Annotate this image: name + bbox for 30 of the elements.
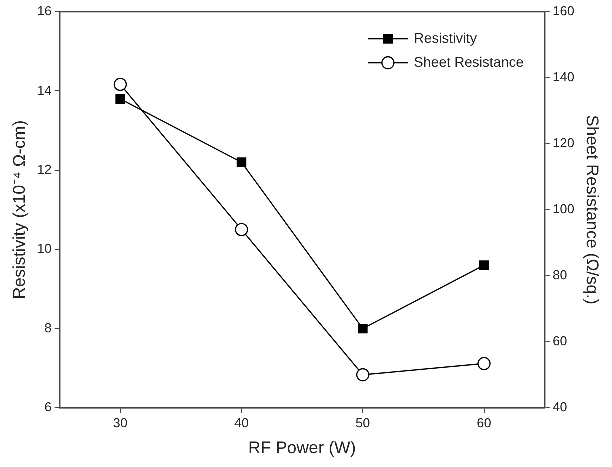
y-tick-label: 10 bbox=[37, 241, 52, 256]
point bbox=[114, 78, 128, 92]
x-tick-label: 40 bbox=[234, 415, 249, 430]
legend-label: Sheet Resistance bbox=[414, 54, 524, 70]
y2-tick-label: 60 bbox=[552, 334, 568, 349]
y2-axis-title: Sheet Resistance (Ω/sq.) bbox=[583, 115, 602, 305]
point bbox=[235, 223, 248, 236]
x-tick-label: 30 bbox=[113, 415, 128, 430]
y2-tick-label: 100 bbox=[552, 202, 575, 217]
y-axis-title: Resistivity (x10⁻⁴ Ω-cm) bbox=[10, 120, 29, 300]
y-tick-label: 16 bbox=[37, 4, 52, 19]
y2-tick-label: 160 bbox=[552, 4, 575, 19]
point bbox=[116, 94, 126, 104]
legend-label: Resistivity bbox=[414, 30, 478, 46]
x-axis-title: RF Power (W) bbox=[248, 438, 356, 458]
y-tick-label: 14 bbox=[37, 82, 52, 98]
x-tick-label: 60 bbox=[477, 415, 492, 430]
y2-tick-label: 40 bbox=[552, 400, 568, 415]
point bbox=[356, 368, 370, 382]
y2-tick-label: 80 bbox=[552, 268, 568, 283]
y-tick-label: 8 bbox=[44, 320, 52, 336]
x-tick-label: 50 bbox=[356, 415, 370, 430]
point bbox=[358, 324, 368, 334]
y2-tick-label: 140 bbox=[552, 70, 575, 85]
y2-tick-label: 120 bbox=[552, 136, 575, 151]
point bbox=[479, 260, 490, 270]
y-tick-label: 6 bbox=[44, 400, 52, 415]
point bbox=[478, 357, 491, 370]
point bbox=[236, 158, 247, 168]
y-tick-label: 12 bbox=[37, 162, 52, 177]
